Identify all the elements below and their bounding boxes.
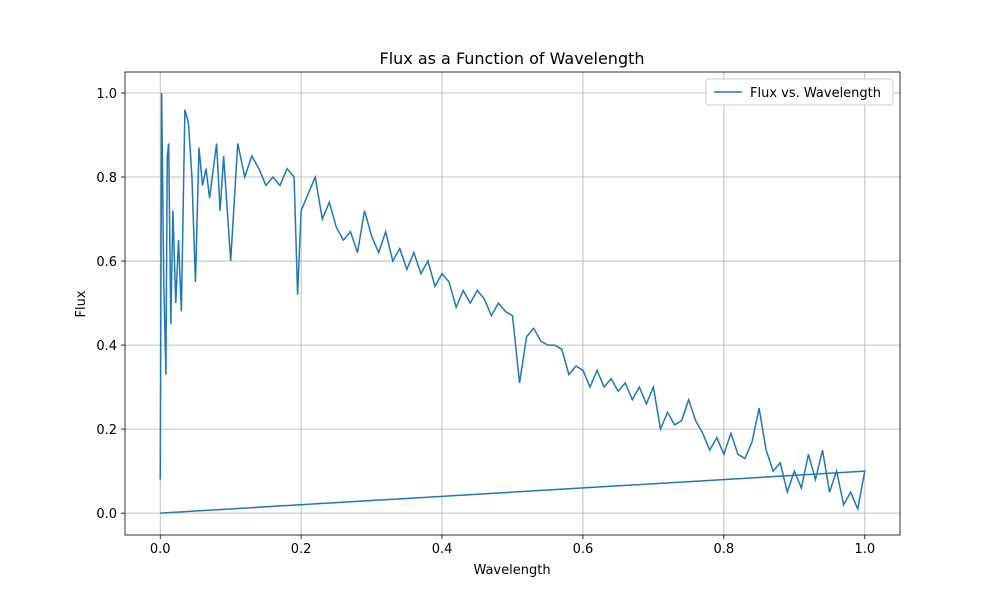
x-tick-label: 1.0: [854, 542, 875, 557]
plot-frame: [124, 71, 901, 536]
y-tick-label: 1.0: [96, 87, 117, 102]
x-axis-label: Wavelength: [473, 563, 550, 578]
x-tick-label: 0.0: [150, 542, 171, 557]
y-tick-label: 0.8: [96, 171, 117, 186]
y-tick-label: 0.0: [96, 507, 117, 522]
x-tick-label: 0.8: [714, 542, 735, 557]
y-tick-label: 0.4: [96, 339, 117, 354]
legend-box: [705, 78, 894, 106]
x-tick-label: 0.2: [291, 542, 312, 557]
data-line: [159, 93, 866, 514]
y-tick-label: 0.6: [96, 255, 117, 270]
y-axis-label: Flux: [74, 290, 89, 317]
x-tick-label: 0.4: [432, 542, 453, 557]
legend-label: Flux vs. Wavelength: [750, 86, 881, 101]
y-tick-label: 0.2: [96, 423, 117, 438]
chart-title: Flux as a Function of Wavelength: [379, 49, 644, 68]
x-tick-label: 0.6: [573, 542, 594, 557]
